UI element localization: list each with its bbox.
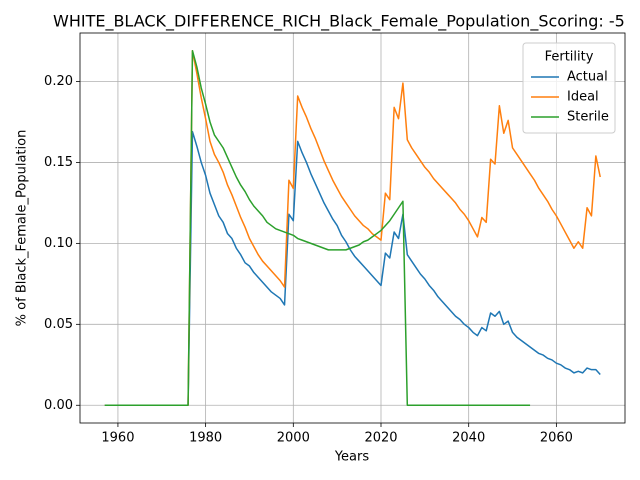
- x-tick-label: 1980: [189, 431, 222, 446]
- x-tick-label: 2000: [277, 431, 310, 446]
- legend-label: Ideal: [567, 90, 599, 105]
- y-tick-label: 0.20: [44, 74, 73, 89]
- y-tick-label: 0.00: [44, 398, 73, 413]
- y-axis-label: % of Black_Female_Population: [15, 130, 30, 327]
- y-tick-label: 0.10: [44, 236, 73, 251]
- y-tick-label: 0.05: [44, 317, 73, 332]
- axes-frame: [79, 32, 626, 424]
- x-tick-label: 1960: [101, 431, 134, 446]
- x-tick-label: 2020: [364, 431, 397, 446]
- legend-box: [522, 42, 616, 134]
- x-axis-label: Years: [334, 450, 370, 465]
- legend-label: Sterile: [567, 110, 609, 125]
- legend-title: Fertility: [545, 50, 594, 65]
- chart-title: WHITE_BLACK_DIFFERENCE_RICH_Black_Female…: [53, 12, 625, 32]
- series-line: [104, 49, 531, 407]
- x-tick-label: 2040: [452, 431, 485, 446]
- y-tick-label: 0.15: [44, 155, 73, 170]
- x-tick-label: 2060: [540, 431, 573, 446]
- legend-label: Actual: [567, 70, 608, 85]
